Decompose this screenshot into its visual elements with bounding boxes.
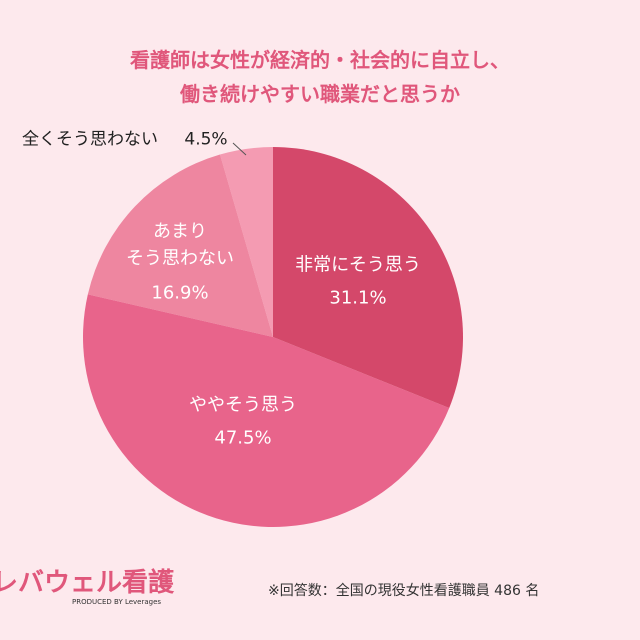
chart-title: 働き続けやすい職業だと思うか	[180, 82, 460, 106]
slice-label: 全くそう思わない	[22, 129, 158, 150]
chart-title: 看護師は女性が経済的・社会的に自立し、	[130, 48, 510, 72]
pie-slice	[82, 294, 450, 528]
logo: レバウェル看護	[0, 568, 175, 598]
slice-label: あまり そう思わない	[126, 221, 234, 269]
slice-label: 非常にそう思う	[295, 254, 421, 276]
pie-slice	[219, 147, 273, 337]
value-label: 31.1%	[329, 287, 387, 309]
value-label: 4.5%	[184, 129, 228, 150]
note: ※回答数：全国の現役女性看護職員 486 名	[268, 583, 540, 599]
slice-label: ややそう思う	[189, 394, 297, 416]
logo-sub: PRODUCED BY Leverages	[72, 598, 162, 606]
pie-slice	[87, 154, 273, 337]
value-label: 16.9%	[151, 282, 209, 304]
value-label: 47.5%	[214, 427, 272, 449]
pie-slice	[273, 147, 463, 409]
leader-line	[232, 142, 247, 156]
